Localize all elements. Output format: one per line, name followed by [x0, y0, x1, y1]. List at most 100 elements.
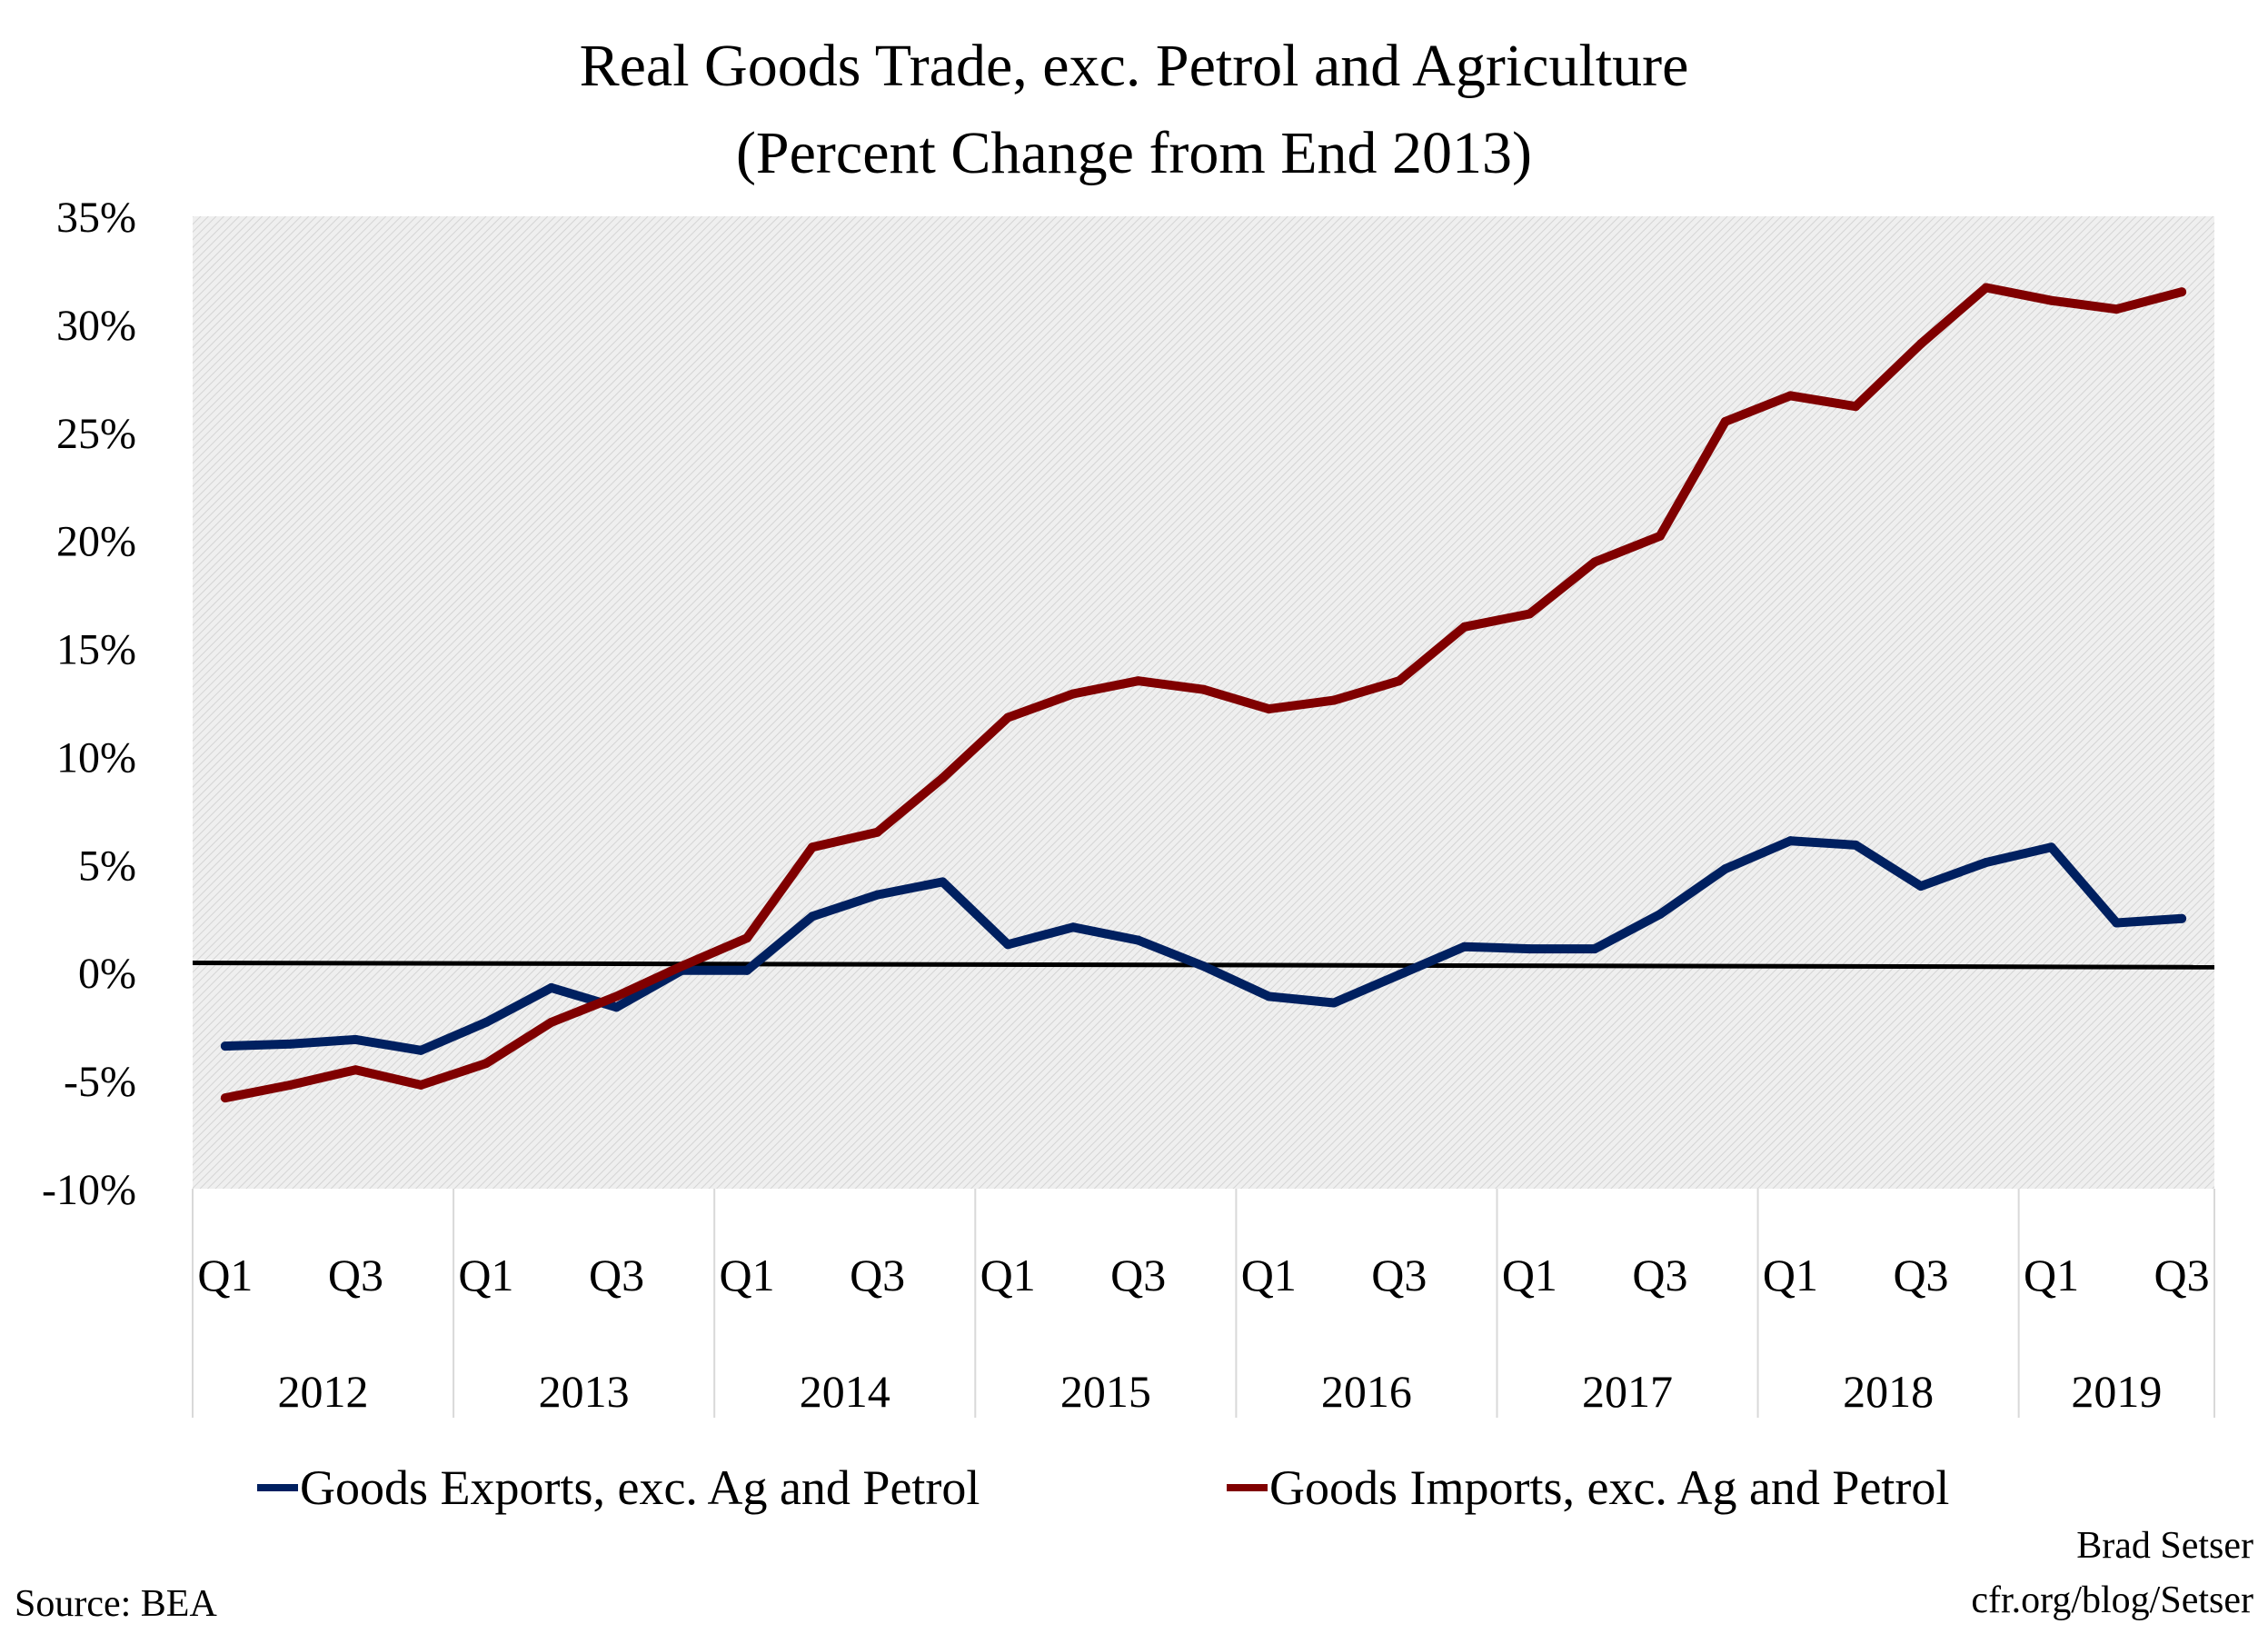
data-point-exports	[1981, 857, 1991, 867]
x-tick-label: Q1	[1241, 1250, 1297, 1300]
x-year-label: 2018	[1843, 1366, 1934, 1417]
x-tick-label: Q3	[1110, 1250, 1166, 1300]
data-point-exports	[1655, 910, 1665, 920]
data-point-exports	[807, 912, 817, 922]
author-credit: Brad Setser	[2076, 1525, 2253, 1567]
data-point-exports	[2177, 913, 2187, 923]
data-point-imports	[1264, 704, 1274, 714]
data-point-imports	[1459, 622, 1469, 632]
x-tick-label: Q1	[2024, 1250, 2079, 1300]
x-tick-label: Q1	[197, 1250, 253, 1300]
y-tick-label: 35%	[56, 194, 136, 242]
data-point-imports	[1394, 676, 1404, 686]
chart-subtitle: (Percent Change from End 2013)	[736, 120, 1532, 186]
data-point-exports	[1916, 882, 1926, 892]
data-point-imports	[1590, 557, 1600, 567]
data-point-imports	[677, 961, 687, 971]
data-point-imports	[742, 933, 752, 943]
data-point-exports	[938, 877, 948, 887]
data-point-imports	[2177, 287, 2187, 297]
data-point-exports	[1068, 922, 1078, 932]
data-point-imports	[1981, 283, 1991, 293]
data-point-imports	[351, 1065, 361, 1075]
legend-label-imports: Goods Imports, exc. Ag and Petrol	[1269, 1460, 1949, 1515]
y-tick-label: 30%	[56, 302, 136, 350]
data-point-exports	[220, 1041, 230, 1051]
x-tick-label: Q1	[980, 1250, 1036, 1300]
legend-label-exports: Goods Exports, exc. Ag and Petrol	[300, 1460, 980, 1515]
x-tick-label: Q3	[328, 1250, 383, 1300]
data-point-exports	[612, 1002, 622, 1012]
author-url: cfr.org/blog/Setser	[1971, 1579, 2253, 1621]
x-tick-label: Q1	[720, 1250, 775, 1300]
data-point-imports	[1655, 531, 1665, 541]
data-point-exports	[1786, 836, 1796, 846]
legend: Goods Exports, exc. Ag and Petrol Goods …	[257, 1460, 1949, 1515]
data-point-imports	[546, 1017, 556, 1027]
data-point-imports	[220, 1093, 230, 1103]
x-tick-label: Q1	[458, 1250, 513, 1300]
x-tick-label: Q3	[589, 1250, 644, 1300]
data-point-imports	[1786, 391, 1796, 401]
x-tick-label: Q1	[1502, 1250, 1557, 1300]
data-point-exports	[1720, 864, 1730, 874]
data-point-imports	[2112, 304, 2122, 314]
data-point-exports	[1329, 998, 1339, 1008]
data-point-imports	[1068, 689, 1078, 699]
y-tick-label: 15%	[56, 626, 136, 674]
data-point-imports	[872, 827, 882, 837]
data-point-exports	[285, 1039, 295, 1049]
data-point-exports	[546, 982, 556, 992]
y-tick-label: 20%	[56, 518, 136, 566]
data-point-exports	[1851, 840, 1861, 850]
data-point-exports	[872, 890, 882, 900]
data-point-imports	[481, 1059, 491, 1069]
y-tick-label: -10%	[42, 1166, 136, 1214]
x-tick-label: Q1	[1763, 1250, 1818, 1300]
data-point-imports	[416, 1080, 426, 1090]
chart-title: Real Goods Trade, exc. Petrol and Agricu…	[580, 33, 1689, 99]
x-year-label: 2019	[2071, 1366, 2162, 1417]
data-point-imports	[2046, 295, 2056, 305]
source-note: Source: BEA	[15, 1583, 217, 1625]
data-point-imports	[285, 1080, 295, 1090]
data-point-exports	[1199, 961, 1209, 971]
x-tick-label: Q3	[1632, 1250, 1687, 1300]
x-year-label: 2014	[800, 1366, 890, 1417]
x-tick-label: Q3	[1893, 1250, 1948, 1300]
x-year-label: 2013	[539, 1366, 630, 1417]
data-point-imports	[1329, 695, 1339, 705]
data-point-exports	[2112, 918, 2122, 928]
x-tick-label: Q3	[1371, 1250, 1427, 1300]
x-year-label: 2017	[1582, 1366, 1673, 1417]
data-point-exports	[1003, 940, 1013, 950]
data-point-imports	[1003, 712, 1013, 722]
y-tick-label: 10%	[56, 733, 136, 782]
data-point-imports	[807, 842, 817, 852]
y-tick-label: 0%	[78, 950, 136, 998]
data-point-exports	[1133, 935, 1143, 945]
data-point-exports	[1590, 944, 1600, 954]
data-point-imports	[1851, 402, 1861, 412]
data-point-imports	[1525, 609, 1535, 619]
x-year-label: 2012	[278, 1366, 369, 1417]
data-point-imports	[1199, 684, 1209, 694]
y-tick-label: -5%	[64, 1058, 136, 1106]
data-point-exports	[481, 1017, 491, 1027]
data-point-exports	[416, 1045, 426, 1055]
x-tick-label: Q3	[2154, 1250, 2210, 1300]
data-point-exports	[1525, 944, 1535, 954]
data-point-imports	[1916, 339, 1926, 349]
data-point-exports	[1459, 942, 1469, 952]
data-point-imports	[1133, 676, 1143, 686]
x-year-label: 2016	[1321, 1366, 1412, 1417]
data-point-exports	[1394, 970, 1404, 980]
y-tick-label: 5%	[78, 842, 136, 890]
x-year-label: 2015	[1060, 1366, 1151, 1417]
data-point-imports	[1720, 416, 1730, 426]
data-point-imports	[612, 991, 622, 1001]
plot-area	[193, 216, 2214, 1189]
data-point-exports	[2046, 842, 2056, 852]
data-point-imports	[938, 773, 948, 783]
y-tick-label: 25%	[56, 410, 136, 458]
